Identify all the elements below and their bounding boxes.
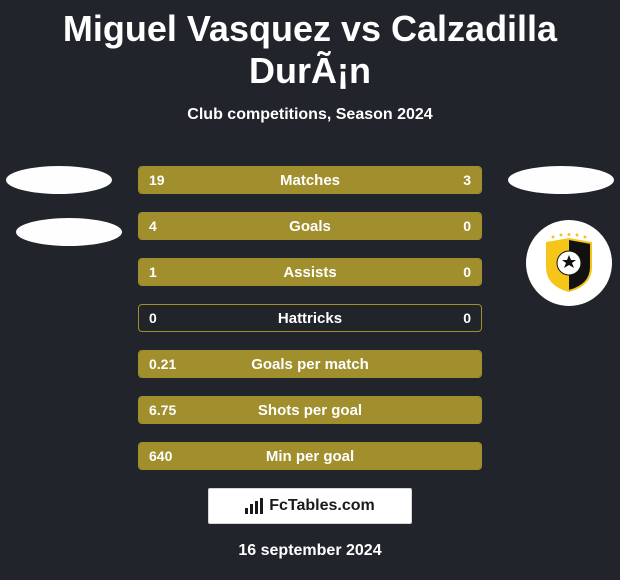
shield-icon (541, 233, 597, 293)
stat-value-left: 1 (149, 259, 157, 285)
page-title: Miguel Vasquez vs Calzadilla DurÃ¡n (0, 0, 620, 92)
stat-label: Hattricks (139, 305, 481, 331)
stat-row-min-per-goal: 640 Min per goal (138, 442, 482, 470)
stat-fill-left (139, 351, 481, 377)
stats-area: 19 Matches 3 4 Goals 0 1 Assists 0 0 Hat… (0, 166, 620, 560)
stat-value-left: 0.21 (149, 351, 176, 377)
brand-logo[interactable]: FcTables.com (208, 488, 412, 524)
stat-fill-left (139, 397, 481, 423)
stat-row-goals-per-match: 0.21 Goals per match (138, 350, 482, 378)
stat-value-left: 4 (149, 213, 157, 239)
stat-fill-left (139, 167, 433, 193)
footer-date: 16 september 2024 (0, 542, 620, 560)
stat-row-goals: 4 Goals 0 (138, 212, 482, 240)
stat-fill-left (139, 259, 481, 285)
bar-chart-icon (245, 498, 263, 514)
stat-value-left: 19 (149, 167, 165, 193)
stat-value-left: 640 (149, 443, 172, 469)
team-left-placeholder-icon (16, 218, 122, 246)
stat-fill-left (139, 443, 481, 469)
stat-fill-right (433, 167, 481, 193)
stat-row-hattricks: 0 Hattricks 0 (138, 304, 482, 332)
stat-value-right: 0 (463, 259, 471, 285)
stat-row-shots-per-goal: 6.75 Shots per goal (138, 396, 482, 424)
player-left-placeholder-icon (6, 166, 112, 194)
stat-row-matches: 19 Matches 3 (138, 166, 482, 194)
team-right-badge (526, 220, 612, 306)
stat-value-left: 6.75 (149, 397, 176, 423)
stat-value-left: 0 (149, 305, 157, 331)
stat-row-assists: 1 Assists 0 (138, 258, 482, 286)
stat-value-right: 0 (463, 213, 471, 239)
player-right-placeholder-icon (508, 166, 614, 194)
stat-fill-left (139, 213, 481, 239)
stat-bars: 19 Matches 3 4 Goals 0 1 Assists 0 0 Hat… (138, 166, 482, 470)
page-subtitle: Club competitions, Season 2024 (0, 106, 620, 124)
brand-label: FcTables.com (269, 497, 375, 515)
stat-value-right: 0 (463, 305, 471, 331)
stat-value-right: 3 (463, 167, 471, 193)
